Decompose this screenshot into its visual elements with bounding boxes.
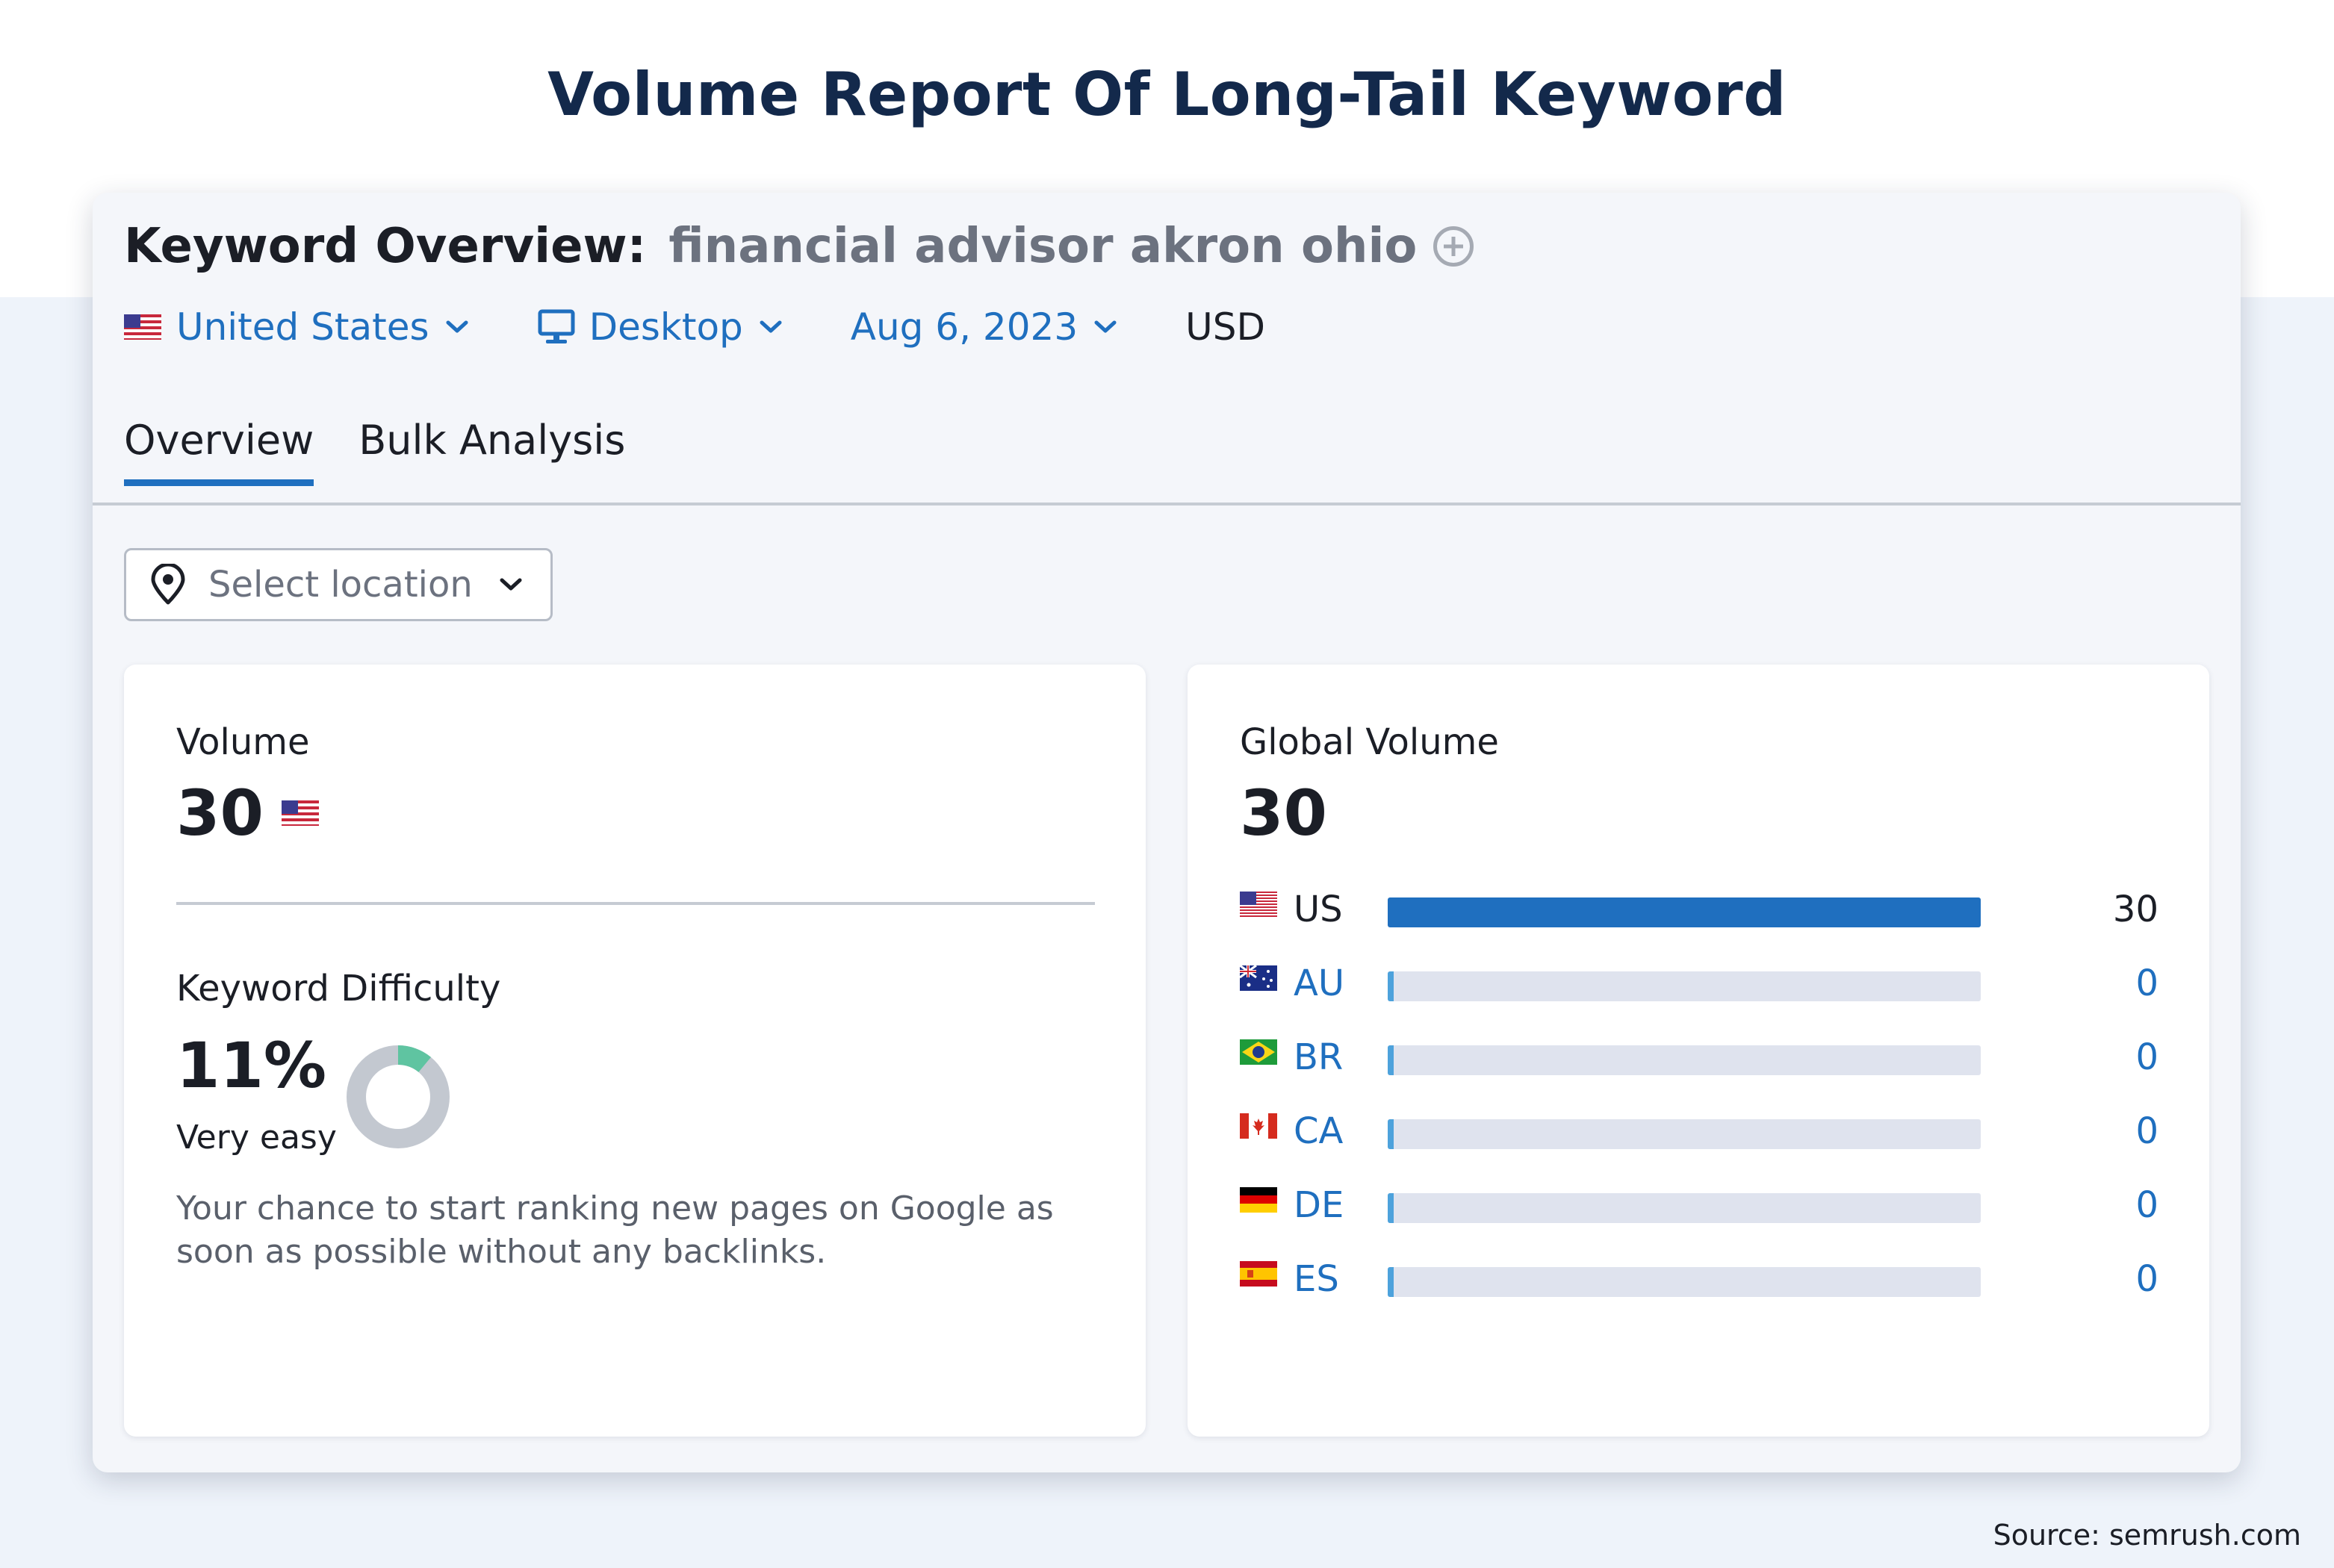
country-code[interactable]: BR	[1294, 1036, 1344, 1078]
tab-divider	[93, 503, 2241, 505]
currency-label: USD	[1185, 305, 1265, 349]
chevron-down-icon	[1094, 320, 1117, 333]
chevron-down-icon	[446, 320, 468, 333]
volume-bar-fill	[1388, 1193, 1394, 1223]
global-volume-card: Global Volume 30 US 30 AU 0 BR 0 CA 0 DE 0 ES 0	[1188, 665, 2209, 1437]
country-row-au[interactable]: AU 0	[1240, 962, 2158, 1007]
global-volume-label: Global Volume	[1240, 721, 1499, 763]
desktop-icon	[538, 309, 575, 343]
us-flag-icon	[281, 800, 319, 826]
difficulty-donut-chart	[347, 1045, 450, 1148]
us-flag-icon	[124, 314, 161, 340]
keyword-overview-panel: Keyword Overview: financial advisor akro…	[93, 193, 2241, 1472]
volume-bar-fill	[1388, 971, 1394, 1001]
volume-value: 30	[176, 777, 264, 850]
global-volume-value: 30	[1240, 777, 1327, 850]
chevron-down-icon	[760, 320, 782, 333]
es-flag-icon	[1240, 1261, 1277, 1287]
country-volume-value[interactable]: 0	[2135, 1184, 2158, 1226]
country-row-ca[interactable]: CA 0	[1240, 1110, 2158, 1155]
country-volume-value: 30	[2112, 889, 2158, 930]
keyword-difficulty-value: 11%	[176, 1029, 327, 1102]
plus-circle-icon[interactable]	[1433, 226, 1474, 267]
volume-bar-fill	[1388, 897, 1981, 927]
tab-bulk-analysis[interactable]: Bulk Analysis	[359, 417, 626, 464]
volume-value-row: 30	[176, 777, 319, 850]
volume-label: Volume	[176, 721, 310, 763]
volume-bar-track	[1388, 897, 1981, 927]
country-code: US	[1294, 889, 1343, 930]
keyword-difficulty-label: Keyword Difficulty	[176, 968, 501, 1009]
country-volume-value[interactable]: 0	[2135, 1258, 2158, 1300]
chevron-down-icon	[500, 578, 522, 591]
country-row-us: US 30	[1240, 889, 2158, 933]
country-row-br[interactable]: BR 0	[1240, 1036, 2158, 1081]
volume-bar-track	[1388, 971, 1981, 1001]
keyword-difficulty-description: Your chance to start ranking new pages o…	[176, 1189, 1054, 1271]
country-volume-value[interactable]: 0	[2135, 1110, 2158, 1152]
card-divider	[176, 902, 1095, 905]
country-code[interactable]: DE	[1294, 1184, 1344, 1226]
volume-bar-fill	[1388, 1267, 1394, 1297]
location-select[interactable]: Select location	[124, 548, 553, 621]
date-dropdown[interactable]: Aug 6, 2023	[851, 305, 1117, 349]
volume-bar-track	[1388, 1193, 1981, 1223]
country-volume-value[interactable]: 0	[2135, 962, 2158, 1004]
volume-bar-track	[1388, 1119, 1981, 1149]
filter-bar: United States Desktop Aug 6, 2023 USD	[124, 303, 1265, 351]
country-volume-value[interactable]: 0	[2135, 1036, 2158, 1078]
volume-card: Volume 30 Keyword Difficulty 11% Very ea…	[124, 665, 1146, 1437]
volume-bar-track	[1388, 1267, 1981, 1297]
au-flag-icon	[1240, 965, 1277, 991]
keyword-overview-label: Keyword Overview:	[124, 219, 647, 274]
tab-overview[interactable]: Overview	[124, 417, 314, 486]
keyword-overview-title: Keyword Overview: financial advisor akro…	[124, 217, 1474, 276]
device-dropdown[interactable]: Desktop	[537, 305, 782, 349]
source-credit: Source: semrush.com	[1993, 1519, 2301, 1552]
country-row-de[interactable]: DE 0	[1240, 1184, 2158, 1229]
country-row-es[interactable]: ES 0	[1240, 1258, 2158, 1303]
date-label: Aug 6, 2023	[850, 305, 1078, 349]
volume-bar-fill	[1388, 1119, 1394, 1149]
tab-bar: Overview Bulk Analysis	[124, 417, 670, 488]
us-flag-icon	[1240, 892, 1277, 917]
location-pin-icon	[151, 564, 185, 605]
keyword-difficulty-level: Very easy	[176, 1119, 337, 1157]
country-label: United States	[176, 305, 429, 349]
page-headline: Volume Report Of Long-Tail Keyword	[547, 60, 1787, 129]
country-code[interactable]: ES	[1294, 1258, 1339, 1300]
country-code[interactable]: CA	[1294, 1110, 1344, 1152]
location-placeholder: Select location	[208, 564, 473, 606]
ca-flag-icon	[1240, 1113, 1277, 1139]
country-code[interactable]: AU	[1294, 962, 1344, 1004]
volume-bar-fill	[1388, 1045, 1394, 1075]
country-dropdown[interactable]: United States	[124, 305, 468, 349]
volume-bar-track	[1388, 1045, 1981, 1075]
de-flag-icon	[1240, 1187, 1277, 1213]
donut-track	[347, 1045, 450, 1148]
donut-fill-arc	[347, 1045, 450, 1148]
br-flag-icon	[1240, 1039, 1277, 1065]
device-label: Desktop	[589, 305, 743, 349]
keyword-text: financial advisor akron ohio	[668, 219, 1418, 274]
